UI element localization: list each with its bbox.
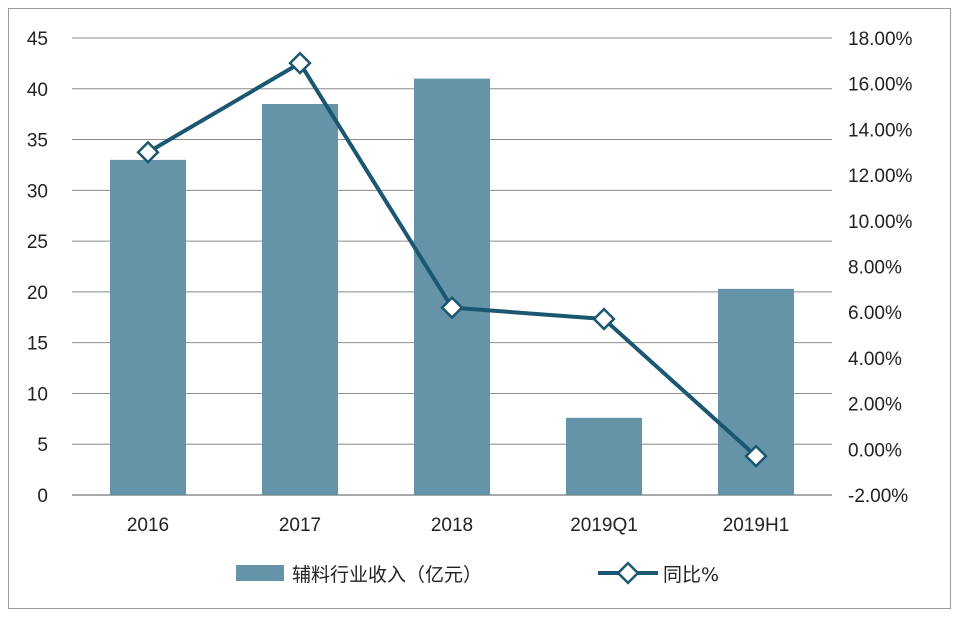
- x-axis: 2016 2017 2018 2019Q1 2019H1: [127, 515, 789, 536]
- right-y-tick-label: 4.00%: [848, 349, 902, 370]
- right-y-tick-label: 10.00%: [848, 212, 913, 233]
- bar: [414, 78, 490, 495]
- left-y-tick-label: 15: [27, 334, 48, 355]
- right-y-tick-label: 16.00%: [848, 75, 913, 96]
- right-y-axis: -2.00% 0.00% 2.00% 4.00% 6.00% 8.00% 10.00% 12.…: [848, 29, 913, 507]
- right-y-tick-label: 14.00%: [848, 120, 913, 141]
- x-tick-label: 2018: [431, 515, 473, 536]
- x-tick-label: 2019Q1: [570, 515, 638, 536]
- line-point: [288, 51, 312, 75]
- line-point: [136, 140, 160, 164]
- legend-line-label: 同比%: [663, 564, 719, 586]
- legend-bar-label: 辅料行业收入（亿元）: [292, 564, 482, 586]
- bar: [566, 417, 642, 495]
- left-y-tick-label: 45: [27, 29, 48, 50]
- legend-line-marker: [616, 561, 640, 585]
- x-tick-label: 2019H1: [723, 515, 790, 536]
- right-y-tick-label: 2.00%: [848, 395, 902, 416]
- left-y-tick-label: 10: [27, 384, 48, 405]
- bar: [110, 159, 186, 495]
- line-point: [744, 444, 768, 468]
- x-tick-label: 2017: [279, 515, 321, 536]
- left-y-tick-label: 30: [27, 181, 48, 202]
- right-y-tick-label: 18.00%: [848, 29, 913, 50]
- left-y-tick-label: 0: [37, 486, 48, 507]
- legend-bar-swatch: [236, 565, 284, 581]
- right-y-tick-label: 0.00%: [848, 440, 902, 461]
- legend: 辅料行业收入（亿元） 同比%: [236, 561, 719, 586]
- right-y-tick-label: -2.00%: [848, 486, 908, 507]
- right-y-tick-label: 8.00%: [848, 258, 902, 279]
- line-series: [136, 51, 768, 468]
- right-y-tick-label: 6.00%: [848, 303, 902, 324]
- bar: [262, 104, 338, 495]
- line-point: [440, 295, 464, 320]
- left-y-axis: 0 5 10 15 20 25 30 35 40 45: [27, 29, 48, 507]
- x-tick-label: 2016: [127, 515, 169, 536]
- left-y-tick-label: 20: [27, 283, 48, 304]
- bar-series: [110, 78, 794, 495]
- left-y-tick-label: 40: [27, 80, 48, 101]
- left-y-tick-label: 5: [37, 435, 48, 456]
- left-y-tick-label: 35: [27, 131, 48, 152]
- left-y-tick-label: 25: [27, 232, 48, 253]
- right-y-tick-label: 12.00%: [848, 166, 913, 187]
- line-point: [592, 307, 616, 331]
